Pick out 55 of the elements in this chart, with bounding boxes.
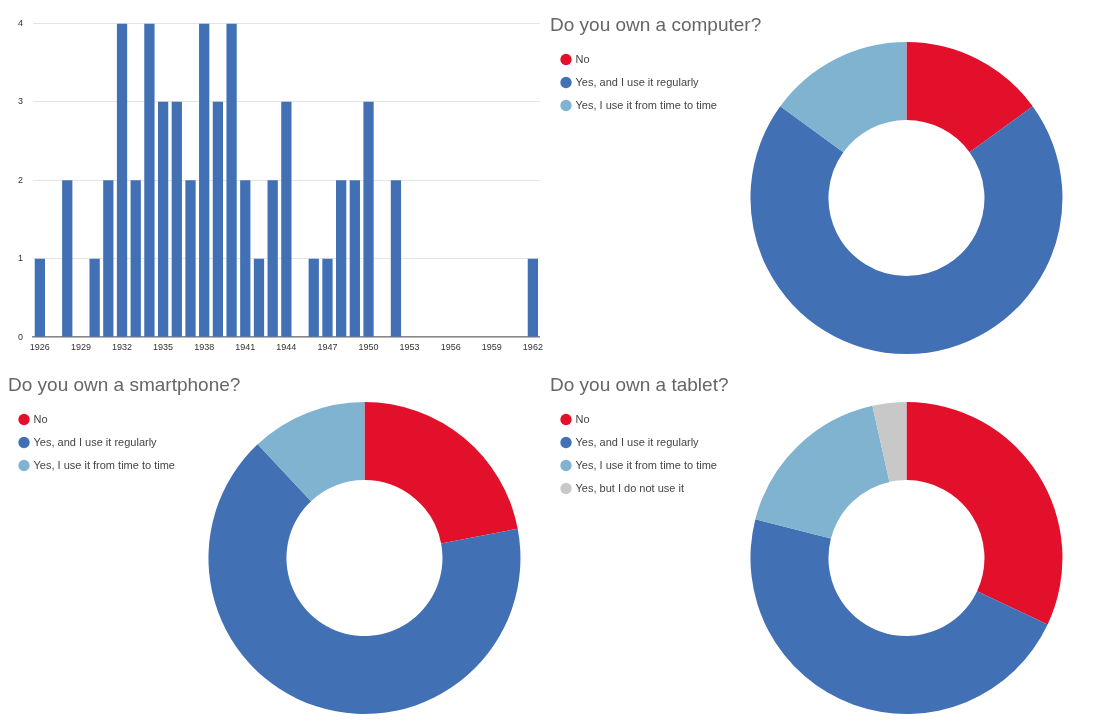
x-tick-label: 1950 [358,342,379,353]
bar [281,101,292,337]
legend-label: No [575,412,590,425]
bar [199,23,210,337]
bar [116,23,128,337]
x-tick-label: 1926 [29,342,50,353]
x-tick-label: 1938 [194,342,215,353]
bar [527,258,539,337]
y-tick-label: 2 [17,174,24,185]
y-tick-label: 4 [17,17,24,28]
x-tick-label: 1944 [276,342,297,353]
legend-label: Yes, I use it from time to time [33,458,175,471]
bar [62,180,73,337]
chart-title: Do you own a computer? [550,13,763,37]
legend-label: Yes, and I use it regularly [33,435,158,448]
x-tick-label: 1953 [399,342,420,353]
legend-label: Yes, and I use it regularly [575,75,700,88]
legend-label: Yes, and I use it regularly [575,435,700,448]
legend-label: Yes, but I do not use it [575,481,684,494]
legend-label: Yes, I use it from time to time [575,458,717,471]
bar [226,23,237,337]
x-tick-label: 1932 [112,342,133,353]
bar [171,101,182,337]
bar [185,180,196,337]
bar [130,180,141,337]
x-tick-label: 1935 [153,342,174,353]
legend-label: Yes, I use it from time to time [575,98,717,111]
bar [253,258,265,337]
y-tick-label: 0 [17,331,24,342]
bar [157,101,169,337]
bar [103,180,114,337]
x-tick-label: 1959 [481,342,502,353]
bar [144,23,155,337]
x-tick-label: 1962 [522,342,543,353]
bar [336,180,347,337]
chart-title: Do you own a smartphone? [8,373,242,397]
bar [267,180,278,337]
bar [212,101,224,337]
x-tick-label: 1956 [440,342,461,353]
x-tick-label: 1947 [317,342,338,353]
bar [322,258,333,337]
legend-label: No [33,412,48,425]
bar [34,258,45,337]
y-tick-label: 1 [17,253,24,264]
x-tick-label: 1929 [70,342,91,353]
y-tick-label: 3 [17,96,24,107]
bar [308,258,319,337]
chart-title: Do you own a tablet? [550,373,730,397]
legend-label: No [575,52,590,65]
bar [390,180,402,337]
x-tick-label: 1941 [235,342,256,353]
bar [349,180,360,337]
bar [240,180,251,337]
bar [363,101,374,337]
bar [89,258,100,337]
